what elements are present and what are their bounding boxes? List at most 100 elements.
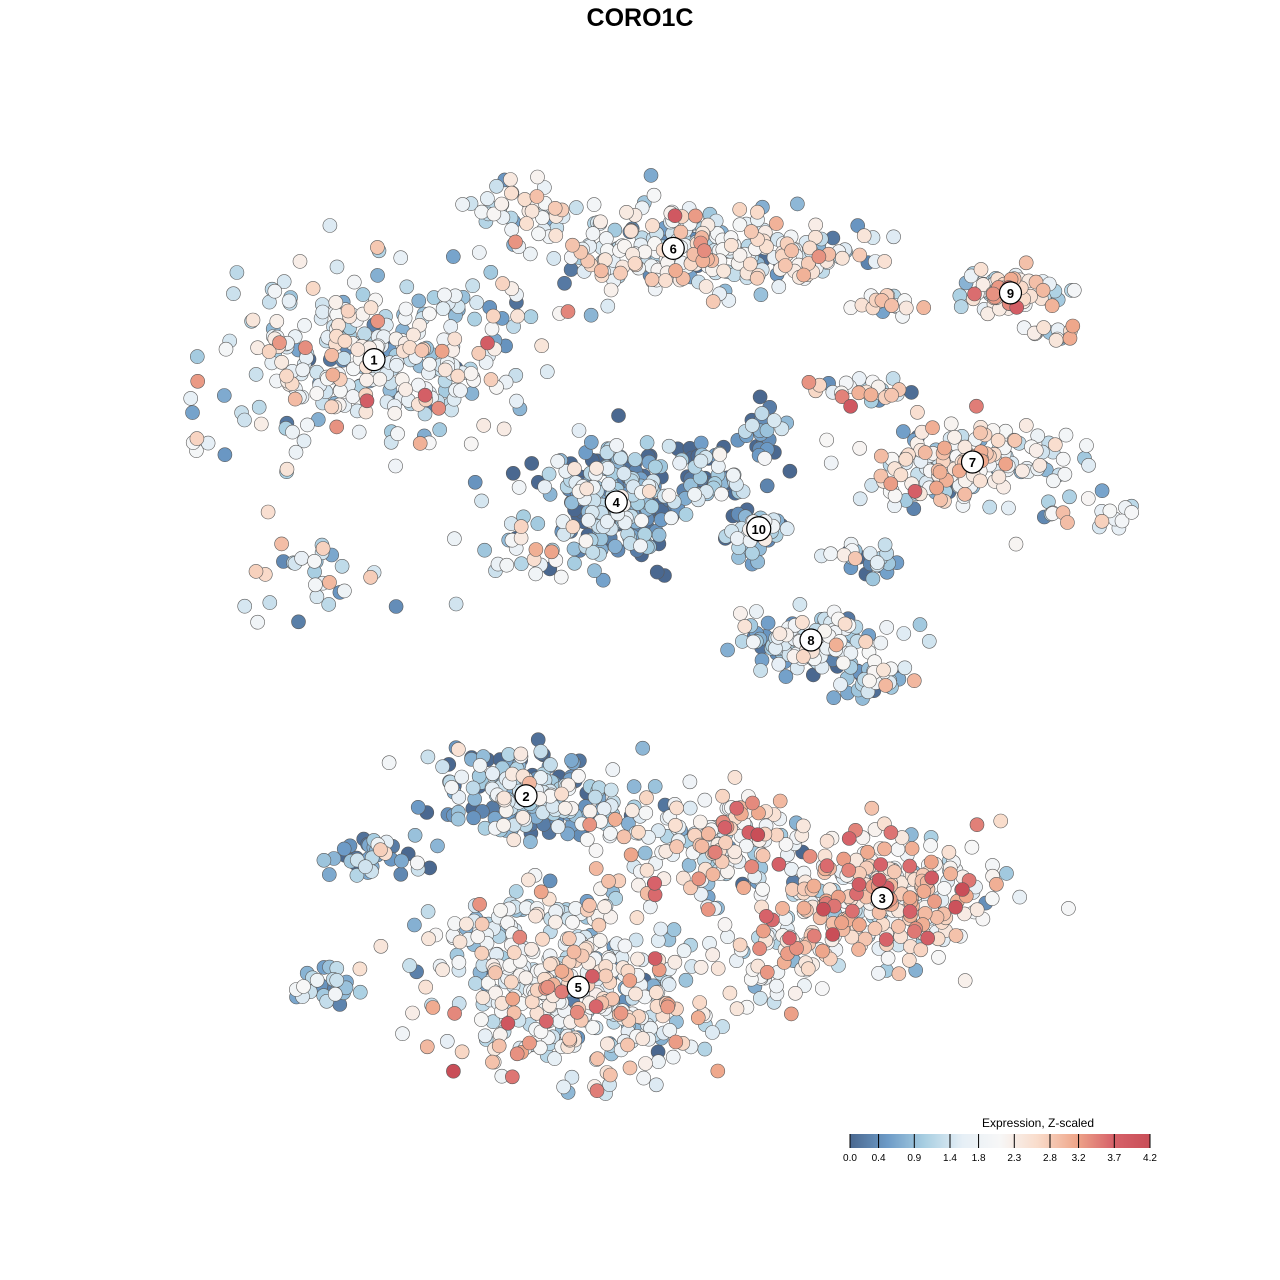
- cell-point: [884, 298, 899, 313]
- cell-point: [505, 465, 521, 481]
- cell-point: [523, 834, 538, 850]
- cell-point: [843, 398, 858, 414]
- cell-point: [649, 564, 665, 580]
- cell-point: [707, 844, 723, 860]
- cell-point: [487, 965, 503, 981]
- cell-point: [218, 341, 234, 357]
- cell-point: [912, 617, 928, 632]
- cell-point: [542, 873, 558, 889]
- cell-point: [783, 1006, 799, 1022]
- cell-point: [717, 917, 733, 932]
- cell-point: [743, 224, 759, 239]
- cell-point: [542, 956, 558, 972]
- cell-point: [321, 597, 337, 612]
- cell-point: [452, 934, 468, 950]
- cell-point: [327, 986, 343, 1002]
- cell-point: [975, 277, 991, 292]
- cell-point: [595, 572, 611, 588]
- cell-point: [613, 265, 628, 281]
- cell-point: [226, 286, 241, 302]
- cell-point: [579, 481, 595, 497]
- cell-point: [860, 844, 875, 860]
- cluster-label-7: 7: [960, 450, 985, 474]
- cell-point: [814, 981, 830, 996]
- cell-point: [736, 880, 752, 895]
- cell-point: [557, 275, 572, 291]
- cell-point: [819, 432, 835, 448]
- cell-point: [451, 742, 466, 757]
- cell-point: [334, 558, 350, 574]
- cell-point: [571, 768, 586, 784]
- cell-point: [522, 1035, 537, 1051]
- cell-point: [857, 931, 873, 947]
- cell-point: [518, 970, 534, 986]
- cell-point: [337, 583, 352, 599]
- cell-point: [489, 179, 504, 194]
- cell-point: [305, 281, 321, 296]
- cell-point: [626, 779, 642, 794]
- cell-point: [1081, 491, 1096, 506]
- cell-point: [732, 247, 748, 263]
- cluster-label-8: 8: [799, 628, 823, 652]
- cell-point: [720, 642, 735, 658]
- cell-point: [1012, 889, 1028, 905]
- cell-point: [750, 827, 766, 843]
- cell-point: [585, 544, 601, 560]
- cell-point: [878, 932, 894, 947]
- cell-point: [1029, 443, 1044, 458]
- cell-point: [466, 810, 481, 826]
- cell-point: [639, 435, 655, 450]
- cell-point: [585, 1020, 601, 1035]
- cell-point: [896, 626, 912, 641]
- cell-point: [514, 556, 529, 572]
- cell-point: [261, 344, 277, 359]
- cell-point: [766, 413, 782, 428]
- cell-point: [760, 615, 776, 631]
- cell-point: [932, 464, 948, 480]
- cell-point: [269, 314, 285, 329]
- cell-point: [463, 366, 479, 381]
- cell-point: [352, 984, 368, 1000]
- cell-point: [469, 295, 485, 310]
- cell-point: [898, 451, 914, 467]
- cell-point: [672, 455, 688, 471]
- cell-point: [539, 1013, 554, 1029]
- cell-point: [916, 884, 932, 899]
- cell-point: [775, 901, 790, 916]
- cell-point: [782, 930, 797, 946]
- cell-point: [477, 1028, 493, 1044]
- cell-point: [663, 510, 679, 526]
- cell-point: [298, 340, 313, 356]
- cell-point: [725, 467, 741, 483]
- svg-text:8: 8: [807, 633, 814, 648]
- cell-point: [616, 829, 632, 845]
- cell-point: [1032, 457, 1048, 473]
- cell-point: [565, 237, 580, 253]
- cell-point: [852, 440, 868, 456]
- cell-point: [788, 985, 803, 1001]
- cell-point: [504, 1069, 520, 1085]
- cell-point: [613, 1005, 629, 1021]
- cell-point: [600, 1036, 615, 1052]
- cell-point: [480, 191, 495, 206]
- cell-point: [727, 770, 743, 785]
- cell-point: [407, 827, 423, 843]
- cell-point: [316, 852, 332, 868]
- cell-point: [701, 826, 716, 842]
- cell-point: [509, 393, 524, 409]
- cell-point: [585, 968, 600, 984]
- svg-text:5: 5: [575, 980, 582, 995]
- cell-point: [506, 832, 522, 848]
- cell-point: [524, 456, 540, 471]
- cell-point: [483, 372, 499, 387]
- cell-point: [884, 387, 899, 403]
- cell-point: [541, 466, 557, 482]
- cell-point: [637, 845, 653, 861]
- cell-point: [582, 817, 598, 832]
- cell-point: [370, 313, 386, 329]
- svg-text:2: 2: [522, 789, 529, 804]
- cell-point: [745, 795, 760, 811]
- cell-point: [508, 234, 523, 250]
- cell-point: [419, 1039, 435, 1055]
- cell-point: [474, 916, 490, 932]
